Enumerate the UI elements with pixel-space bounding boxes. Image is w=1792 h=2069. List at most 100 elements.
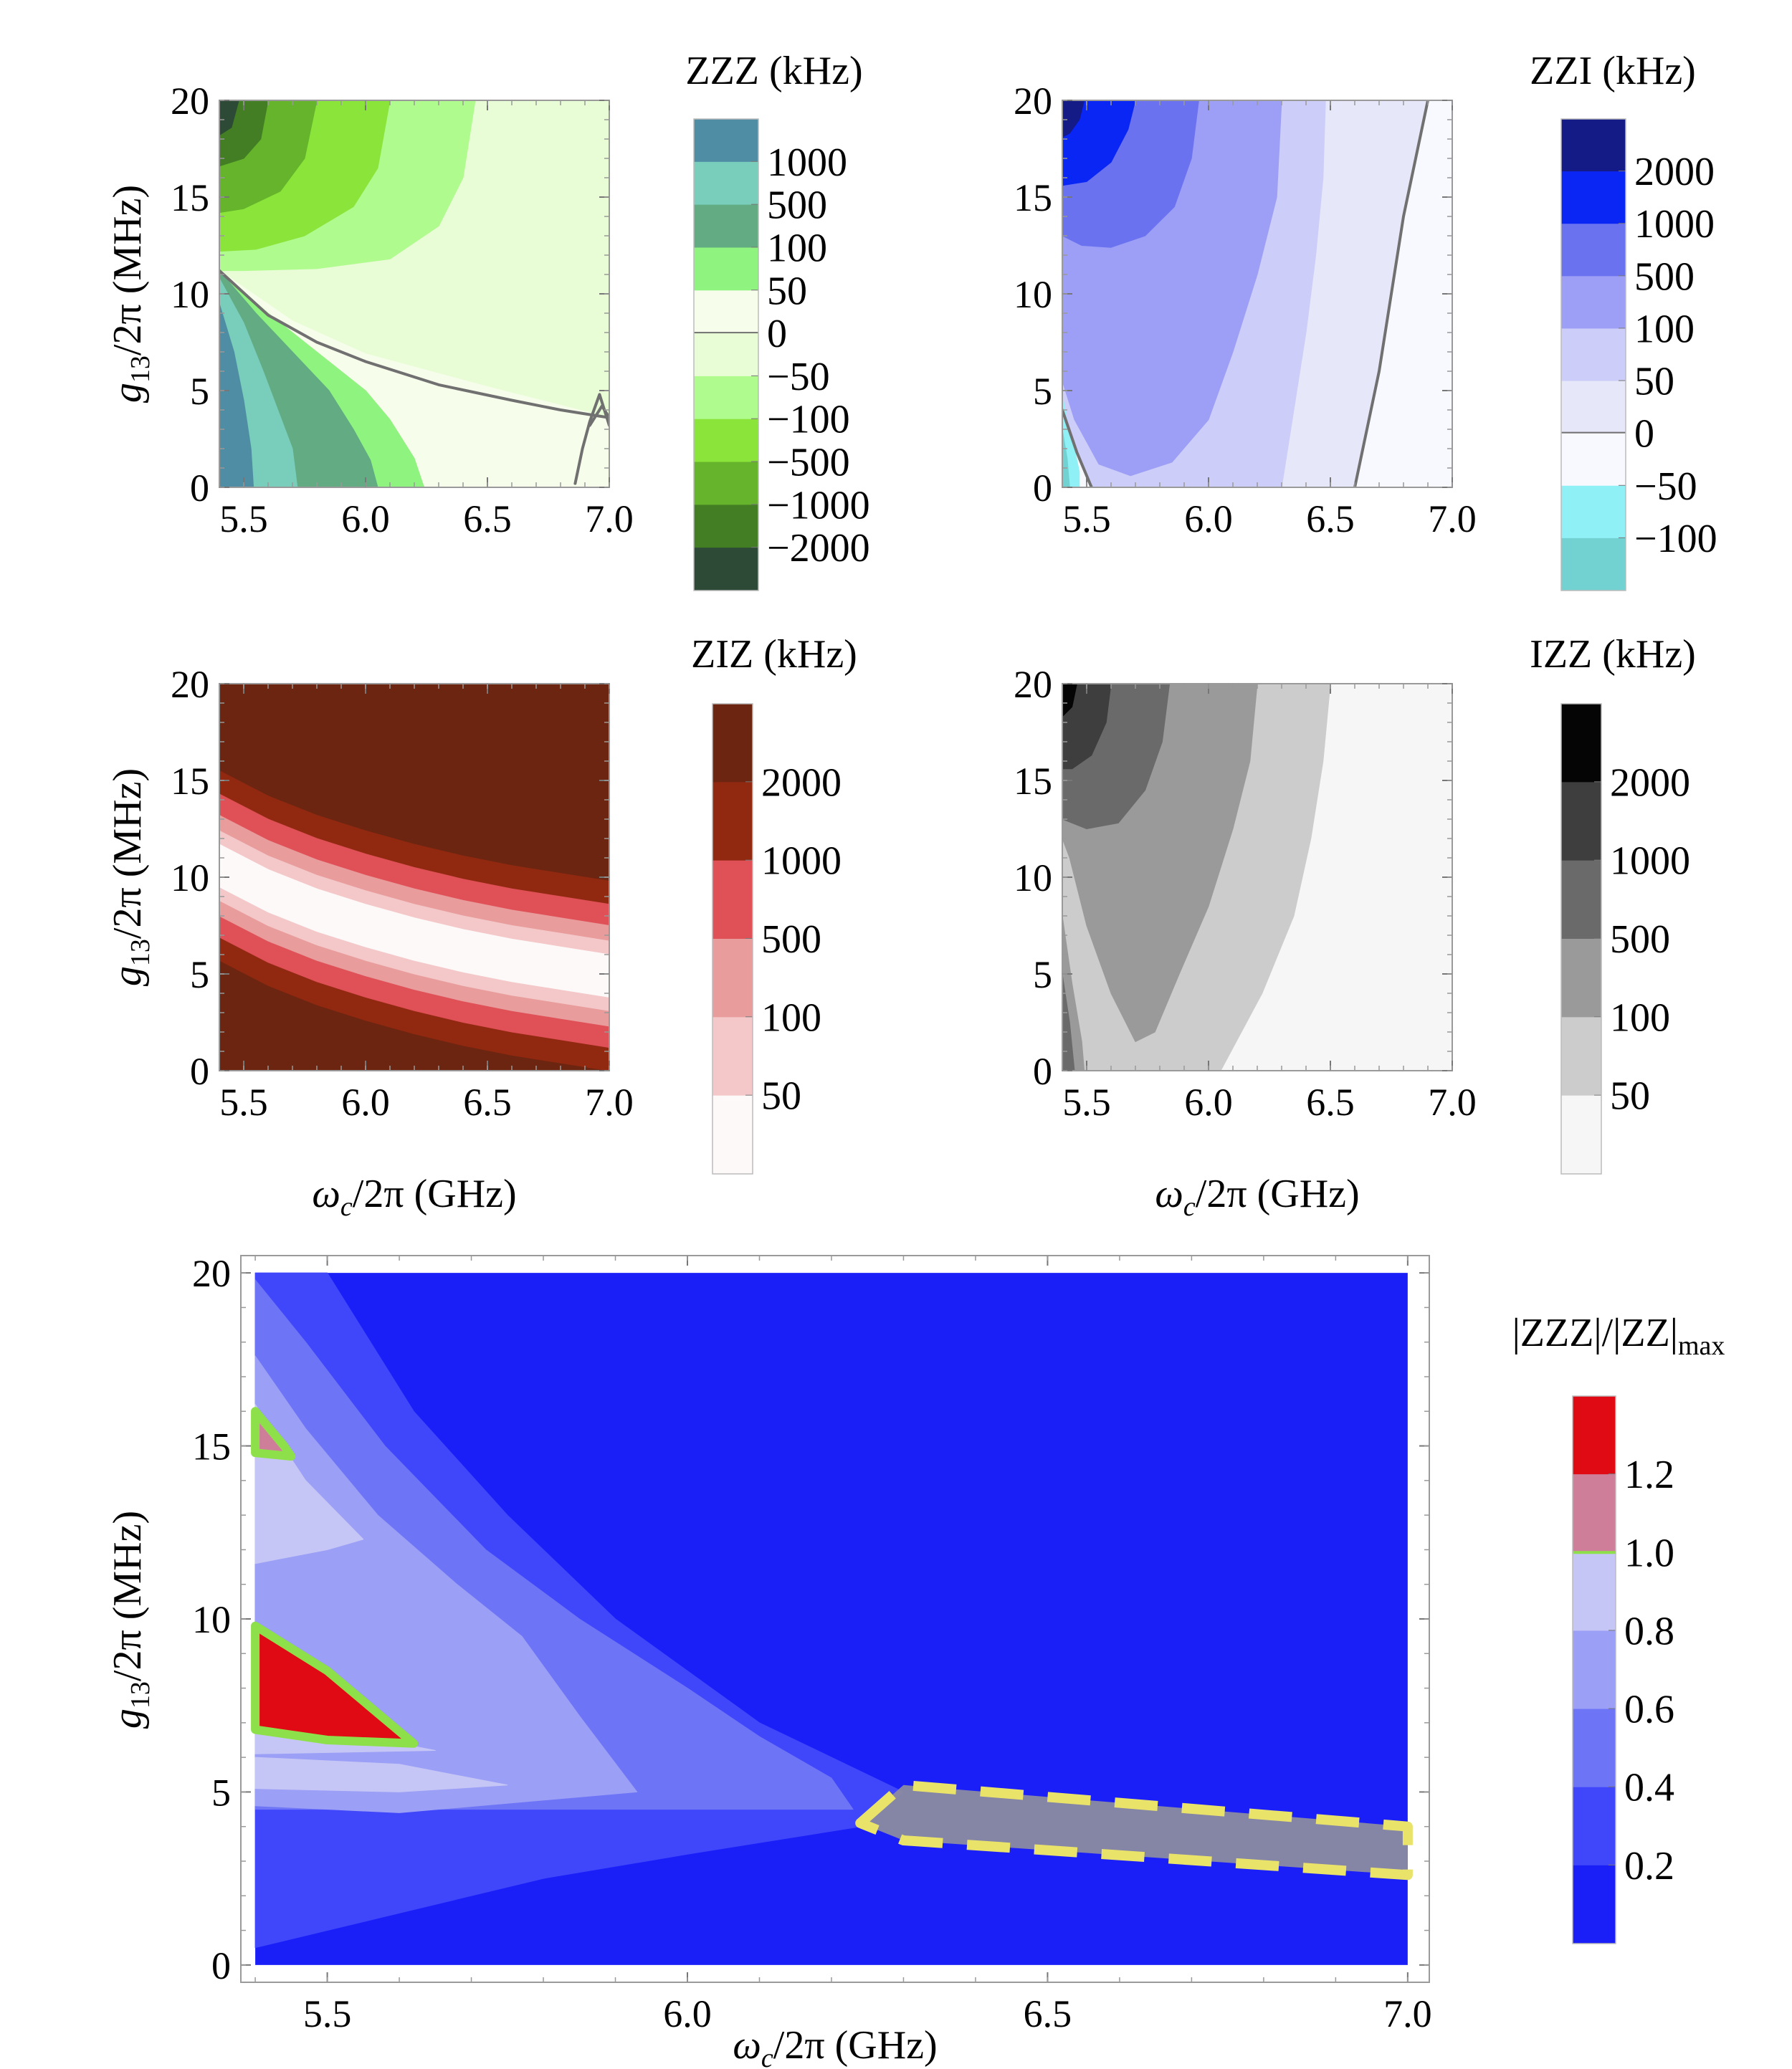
zzz-colorbar-label: −500 — [767, 441, 850, 485]
zzi-zero-contour-0 — [1353, 100, 1429, 487]
zzi-y-tick-label: 0 — [1033, 467, 1052, 510]
zzz-colorbar-label: −1000 — [767, 483, 870, 527]
izz-contour-region-7 — [1062, 684, 1112, 770]
ziz-y-tick-label: 0 — [190, 1050, 209, 1093]
izz-colorbar-swatch — [1561, 704, 1601, 783]
ziz-x-axis-title: ωc/2π (GHz) — [312, 1172, 516, 1222]
ratio-x-tick-label: 5.5 — [303, 1992, 352, 2035]
ziz-y-axis-title: g13/2π (MHz) — [105, 768, 156, 986]
zzz-colorbar-frame — [693, 118, 759, 591]
ziz-colorbar-label: 100 — [761, 995, 821, 1040]
ziz-y-tick-label: 15 — [171, 760, 209, 803]
ziz-colorbar: 2000 1000 500 100 50 — [712, 703, 842, 1175]
izz-x-tick-label: 7.0 — [1428, 1081, 1477, 1124]
ratio-colorbar: 1.2 1.0 0.8 0.6 0.4 0.2 — [1572, 1395, 1674, 1944]
ratio-y-tick-label: 10 — [192, 1598, 231, 1641]
zzi-colorbar-label: 0 — [1634, 412, 1654, 457]
zzi-colorbar-frame — [1560, 118, 1626, 591]
zzz-x-tick-label: 5.5 — [219, 497, 268, 540]
izz-y-tick-label: 20 — [1014, 663, 1052, 706]
izz-panel: 5.5 6.0 6.5 7.0 0 5 10 15 20 ωc/2π (GHz) IZZ (k… — [1014, 632, 1696, 1222]
zzz-y-tick-label: 15 — [171, 176, 209, 219]
ratio-colorbar-swatch — [1573, 1474, 1616, 1553]
izz-colorbar-swatch — [1561, 782, 1601, 861]
izz-colorbar-label: 1000 — [1610, 839, 1690, 884]
zzz-panel: 5.5 6.0 6.5 7.0 0 5 10 15 20 g13/2π (MHz) ZZZ (… — [105, 49, 870, 591]
ziz-colorbar-swatch — [712, 704, 753, 783]
izz-colorbar-swatch — [1561, 860, 1601, 940]
ratio-colorbar-swatch — [1573, 1787, 1616, 1866]
zzz-colorbar-swatch — [694, 161, 758, 206]
ziz-colorbar-swatch — [712, 1095, 753, 1175]
ratio-y-tick-label: 20 — [192, 1252, 231, 1295]
zzz-colorbar-label: 500 — [767, 183, 827, 228]
ziz-plot-area — [219, 684, 609, 1071]
izz-y-ticks: 0 5 10 15 20 — [1014, 663, 1452, 1093]
izz-x-tick-label: 6.0 — [1184, 1081, 1233, 1124]
ratio-colorbar-label: 0.6 — [1624, 1688, 1674, 1732]
zzi-x-tick-label: 7.0 — [1428, 497, 1477, 540]
ratio-colorbar-frame — [1572, 1395, 1616, 1944]
ziz-y-tick-label: 20 — [171, 663, 209, 706]
ratio-contour-region-4 — [254, 1757, 508, 1792]
zzi-colorbar-label: 100 — [1634, 307, 1695, 351]
zzi-colorbar-label: 50 — [1634, 360, 1674, 404]
zzi-x-tick-label: 6.0 — [1184, 497, 1233, 540]
ratio-y-tick-label: 5 — [211, 1771, 231, 1814]
ziz-colorbar-swatch — [712, 939, 753, 1018]
zzz-colorbar-swatch — [694, 333, 758, 377]
zzi-colorbar-swatch — [1561, 224, 1626, 277]
ratio-colorbar-label: 0.4 — [1624, 1766, 1674, 1810]
zzi-y-tick-label: 10 — [1014, 273, 1052, 316]
zzi-zero-contour-1 — [1062, 408, 1093, 487]
ratio-colorbar-label: 0.8 — [1624, 1609, 1674, 1653]
ziz-y-tick-label: 10 — [171, 856, 209, 899]
izz-y-tick-label: 10 — [1014, 856, 1052, 899]
zzz-colorbar-title: ZZZ (kHz) — [685, 49, 862, 93]
izz-plot-area — [1062, 684, 1452, 1071]
zzz-colorbar-swatch — [694, 462, 758, 505]
zzz-colorbar-swatch — [694, 376, 758, 420]
izz-colorbar-swatch — [1561, 939, 1601, 1018]
ratio-y-ticks: 0 5 10 15 20 — [192, 1252, 1429, 1987]
zzz-x-ticks: 5.5 6.0 6.5 7.0 — [219, 100, 634, 540]
izz-colorbar: 2000 1000 500 100 50 — [1560, 703, 1690, 1175]
ratio-x-ticks: 5.5 6.0 6.5 7.0 — [254, 1256, 1432, 2035]
zzz-colorbar-swatch — [694, 247, 758, 291]
zzi-colorbar-swatch — [1561, 537, 1626, 591]
zzz-contour-region-5 — [219, 100, 239, 136]
zzz-y-ticks: 0 5 10 15 20 — [171, 80, 609, 510]
zzi-x-tick-label: 6.5 — [1306, 497, 1355, 540]
izz-contour-region-8 — [1062, 684, 1077, 717]
ratio-threshold-outline-0 — [251, 1621, 419, 1748]
zzz-plot-area — [219, 100, 609, 487]
ziz-panel: 5.5 6.0 6.5 7.0 0 5 10 15 20 g13/2π (MHz) ωc/2π… — [105, 632, 857, 1222]
zzi-colorbar-label: −100 — [1634, 517, 1717, 561]
zzi-plot-area — [1062, 100, 1452, 487]
izz-colorbar-frame — [1560, 703, 1602, 1175]
ratio-colorbar-swatch — [1573, 1709, 1616, 1788]
zzi-colorbar-label: 2000 — [1634, 150, 1715, 194]
zzz-contour-region-10 — [219, 303, 254, 487]
zzz-colorbar-swatch — [694, 290, 758, 334]
zzi-y-ticks: 0 5 10 15 20 — [1014, 80, 1452, 510]
zzi-colorbar-swatch — [1561, 276, 1626, 329]
ziz-colorbar-label: 50 — [761, 1074, 801, 1119]
izz-contour-region-5 — [1062, 973, 1075, 1071]
ratio-colorbar-label: 1.2 — [1624, 1453, 1674, 1497]
zzz-colorbar-swatch — [694, 548, 758, 591]
ratio-contour-region-3 — [254, 1404, 364, 1564]
zzi-colorbar-swatch — [1561, 328, 1626, 382]
zzz-colorbar-label: −2000 — [767, 526, 870, 570]
ziz-colorbar-swatch — [712, 1017, 753, 1096]
zzz-zero-contour-1 — [573, 393, 609, 485]
ziz-colorbar-swatch — [712, 782, 753, 861]
zzz-y-tick-label: 5 — [190, 370, 209, 413]
izz-x-tick-label: 6.5 — [1306, 1081, 1355, 1124]
ratio-threshold-outline-1 — [251, 1407, 296, 1461]
izz-colorbar-label: 2000 — [1610, 760, 1690, 805]
zzz-colorbar-label: 50 — [767, 269, 807, 313]
ziz-x-tick-label: 7.0 — [585, 1081, 634, 1124]
